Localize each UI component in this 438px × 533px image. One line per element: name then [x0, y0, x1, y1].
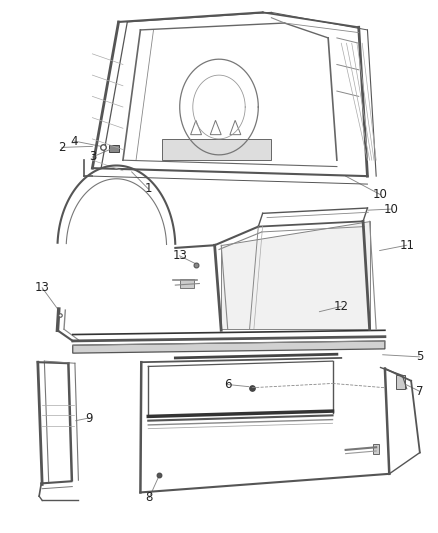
FancyBboxPatch shape — [162, 139, 272, 160]
Text: 2: 2 — [58, 141, 66, 154]
Text: 9: 9 — [85, 411, 93, 424]
FancyBboxPatch shape — [180, 279, 194, 288]
Polygon shape — [73, 341, 385, 353]
Text: 7: 7 — [416, 385, 424, 398]
Text: 12: 12 — [334, 300, 349, 313]
FancyBboxPatch shape — [109, 146, 119, 152]
Text: 1: 1 — [145, 182, 152, 196]
Text: 13: 13 — [172, 249, 187, 262]
Text: 6: 6 — [224, 378, 231, 391]
Text: 5: 5 — [416, 350, 424, 364]
FancyBboxPatch shape — [373, 444, 379, 454]
FancyBboxPatch shape — [396, 375, 405, 389]
Text: 13: 13 — [35, 281, 49, 294]
Text: 10: 10 — [384, 203, 399, 215]
Text: 11: 11 — [399, 239, 414, 252]
Text: 10: 10 — [373, 188, 388, 201]
Polygon shape — [221, 221, 370, 329]
Text: 3: 3 — [89, 150, 96, 164]
Text: 8: 8 — [145, 491, 153, 504]
Text: 4: 4 — [70, 134, 78, 148]
